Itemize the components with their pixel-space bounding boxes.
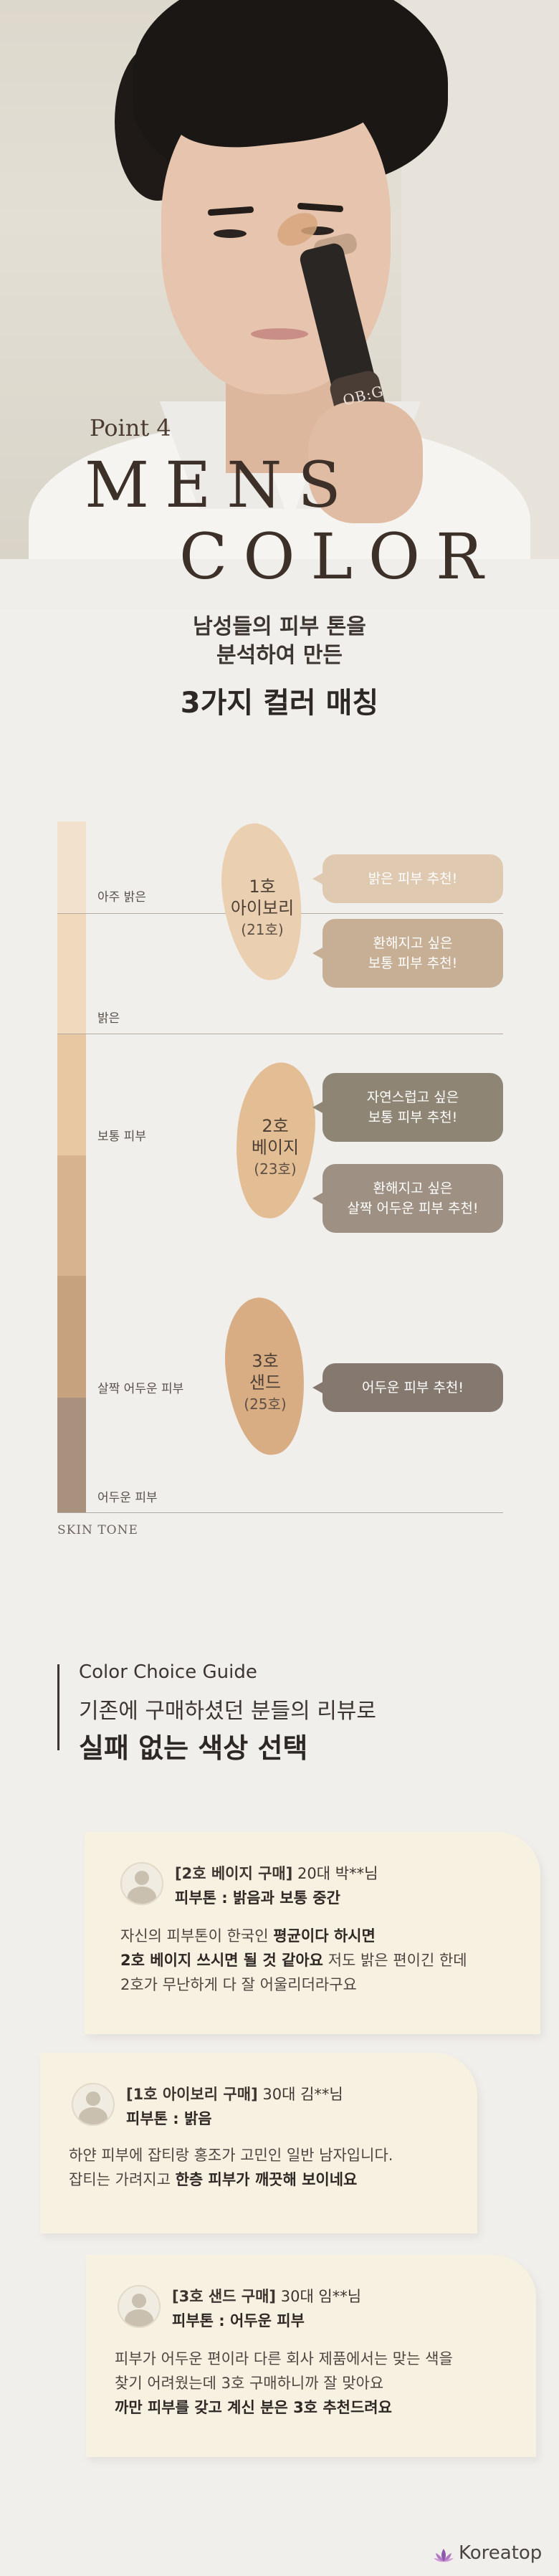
shade-label-beige: 2호 베이지 (23호)	[236, 1115, 314, 1180]
review-purchase: [3호 샌드 구매]	[172, 2288, 277, 2305]
review-line: 피부가 어두운 편이라 다른 회사 제품에서는 맞는 색을	[115, 2350, 453, 2367]
review-skin-tone: 피부톤 : 어두운 피부	[172, 2312, 305, 2329]
review-purchase: [1호 아이보리 구매]	[126, 2086, 258, 2103]
user-avatar-icon	[72, 2083, 115, 2126]
review-header: [3호 샌드 구매] 30대 임**님	[172, 2285, 361, 2307]
guide-accent-bar	[57, 1664, 59, 1750]
review-card: [1호 아이보리 구매] 30대 김**님 피부톤 : 밝음 하얀 피부에 잡티…	[40, 2053, 477, 2233]
lotus-logo-icon	[434, 2549, 454, 2562]
tone-label-slightly-dark: 살짝 어두운 피부	[97, 1382, 184, 1396]
review-line: 까만 피부를 갖고 계신 분은 3호 추천드려요	[115, 2399, 392, 2416]
shade-name: 샌드	[249, 1373, 282, 1393]
review-user: 30대 김**님	[262, 2086, 343, 2103]
review-line: 2호 베이지 쓰시면 될 것 같아요 저도 밝은 편이긴 한데	[120, 1952, 467, 1969]
tone-band-6	[57, 1398, 86, 1512]
shade-label-sand: 3호 샌드 (25호)	[226, 1350, 304, 1415]
title-color: COLOR	[179, 520, 500, 593]
tone-band-1	[57, 821, 86, 913]
user-avatar-icon	[120, 1862, 163, 1905]
tone-label-bright: 밝은	[97, 1011, 120, 1026]
review-line: 2호가 무난하게 다 잘 어울리더라구요	[120, 1976, 357, 1993]
shade-number: 1호	[249, 877, 276, 897]
model-photo: OB:G	[0, 0, 559, 559]
tone-label-normal: 보통 피부	[97, 1130, 146, 1144]
brand-name: Koreatop	[459, 2542, 543, 2564]
shade-code: (21호)	[241, 921, 284, 938]
divider	[57, 1512, 503, 1513]
review-skin-tone: 피부톤 : 밝음과 보통 중간	[175, 1889, 340, 1907]
recommend-bubble: 환해지고 싶은 살짝 어두운 피부 추천!	[312, 1164, 503, 1233]
shade-name: 베이지	[251, 1137, 300, 1158]
recommend-bubble: 환해지고 싶은 보통 피부 추천!	[312, 919, 503, 988]
review-body: 하얀 피부에 잡티랑 홍조가 고민인 일반 남자입니다. 잡티는 가려지고 한층…	[69, 2143, 393, 2192]
review-user: 30대 임**님	[280, 2288, 362, 2305]
tone-band-4	[57, 1155, 86, 1276]
review-header: [1호 아이보리 구매] 30대 김**님	[126, 2083, 343, 2104]
guide-headline: 실패 없는 색상 선택	[79, 1732, 308, 1764]
point-label: Point 4	[90, 414, 171, 442]
shade-number: 3호	[252, 1351, 279, 1371]
user-avatar-icon	[118, 2285, 161, 2328]
tone-band-2	[57, 913, 86, 1034]
tone-label-dark: 어두운 피부	[97, 1491, 158, 1505]
guide-title: Color Choice Guide	[79, 1661, 257, 1683]
review-line: 찾기 어려웠는데 3호 구매하니까 잘 맞아요	[115, 2375, 384, 2392]
intro-line-1: 남성들의 피부 톤을	[193, 614, 366, 639]
review-card: [2호 베이지 구매] 20대 박**님 피부톤 : 밝음과 보통 중간 자신의…	[85, 1832, 540, 2034]
skin-tone-axis-label: SKIN TONE	[57, 1523, 138, 1537]
review-body: 자신의 피부톤이 한국인 평균이다 하시면 2호 베이지 쓰시면 될 것 같아요…	[120, 1924, 467, 1997]
review-purchase: [2호 베이지 구매]	[175, 1865, 293, 1882]
shade-code: (23호)	[254, 1160, 297, 1178]
shade-name: 아이보리	[230, 898, 295, 918]
review-header: [2호 베이지 구매] 20대 박**님	[175, 1862, 378, 1884]
title-mens: MENS	[85, 448, 357, 522]
review-skin-tone: 피부톤 : 밝음	[126, 2110, 212, 2127]
tone-band-5	[57, 1276, 86, 1398]
recommend-bubble: 어두운 피부 추천!	[312, 1363, 503, 1412]
review-user: 20대 박**님	[297, 1865, 378, 1882]
recommend-bubble: 자연스럽고 싶은 보통 피부 추천!	[312, 1073, 503, 1142]
review-line: 자신의 피부톤이 한국인 평균이다 하시면	[120, 1927, 376, 1945]
review-body: 피부가 어두운 편이라 다른 회사 제품에서는 맞는 색을 찾기 어려웠는데 3…	[115, 2347, 453, 2420]
intro-line-2: 분석하여 만든	[216, 643, 343, 668]
review-line: 잡티는 가려지고 한층 피부가 깨끗해 보이네요	[69, 2171, 358, 2188]
intro-headline: 3가지 컬러 매칭	[180, 687, 379, 720]
review-card: [3호 샌드 구매] 30대 임**님 피부톤 : 어두운 피부 피부가 어두운…	[86, 2255, 536, 2457]
hero-section: OB:G Point 4 MENS COLOR	[0, 0, 559, 609]
guide-subtitle: 기존에 구매하셨던 분들의 리뷰로	[79, 1699, 377, 1724]
review-line: 하얀 피부에 잡티랑 홍조가 고민인 일반 남자입니다.	[69, 2147, 393, 2164]
shade-number: 2호	[262, 1116, 289, 1136]
shade-code: (25호)	[244, 1396, 287, 1413]
tone-band-3	[57, 1034, 86, 1155]
tone-label-very-bright: 아주 밝은	[97, 890, 146, 905]
recommend-bubble: 밝은 피부 추천!	[312, 854, 503, 903]
shade-label-ivory: 1호 아이보리 (21호)	[224, 876, 301, 940]
